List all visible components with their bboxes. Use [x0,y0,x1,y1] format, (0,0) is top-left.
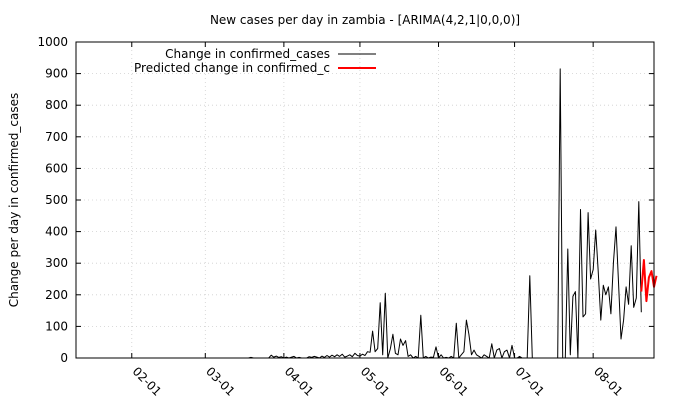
y-tick-label: 300 [45,256,68,270]
legend-label: Change in confirmed_cases [165,47,330,61]
data-series [76,68,658,359]
x-tick-label: 07-01 [512,364,547,399]
y-tick-label: 500 [45,193,68,207]
y-tick-label: 1000 [37,35,68,49]
y-tick-label: 200 [45,288,68,302]
y-tick-label: 900 [45,67,68,81]
legend-label: Predicted change in confirmed_c [134,61,330,75]
plot-frame [75,41,655,359]
chart-title: New cases per day in zambia - [ARIMA(4,2… [210,13,520,27]
y-axis-label: Change per day in confirmed_cases [7,93,21,308]
x-tick-label: 02-01 [130,364,165,399]
x-tick-label: 04-01 [282,364,317,399]
y-tick-label: 800 [45,98,68,112]
x-tick-label: 06-01 [436,364,471,399]
grid-lines [76,42,654,358]
y-tick-label: 700 [45,130,68,144]
y-tick-label: 0 [60,351,68,365]
y-tick-label: 400 [45,225,68,239]
series-line-actual [76,68,642,359]
y-tick-label: 100 [45,319,68,333]
y-tick-label: 600 [45,161,68,175]
x-tick-label: 08-01 [591,364,626,399]
x-tick-label: 05-01 [358,364,393,399]
x-tick-label: 03-01 [203,364,238,399]
